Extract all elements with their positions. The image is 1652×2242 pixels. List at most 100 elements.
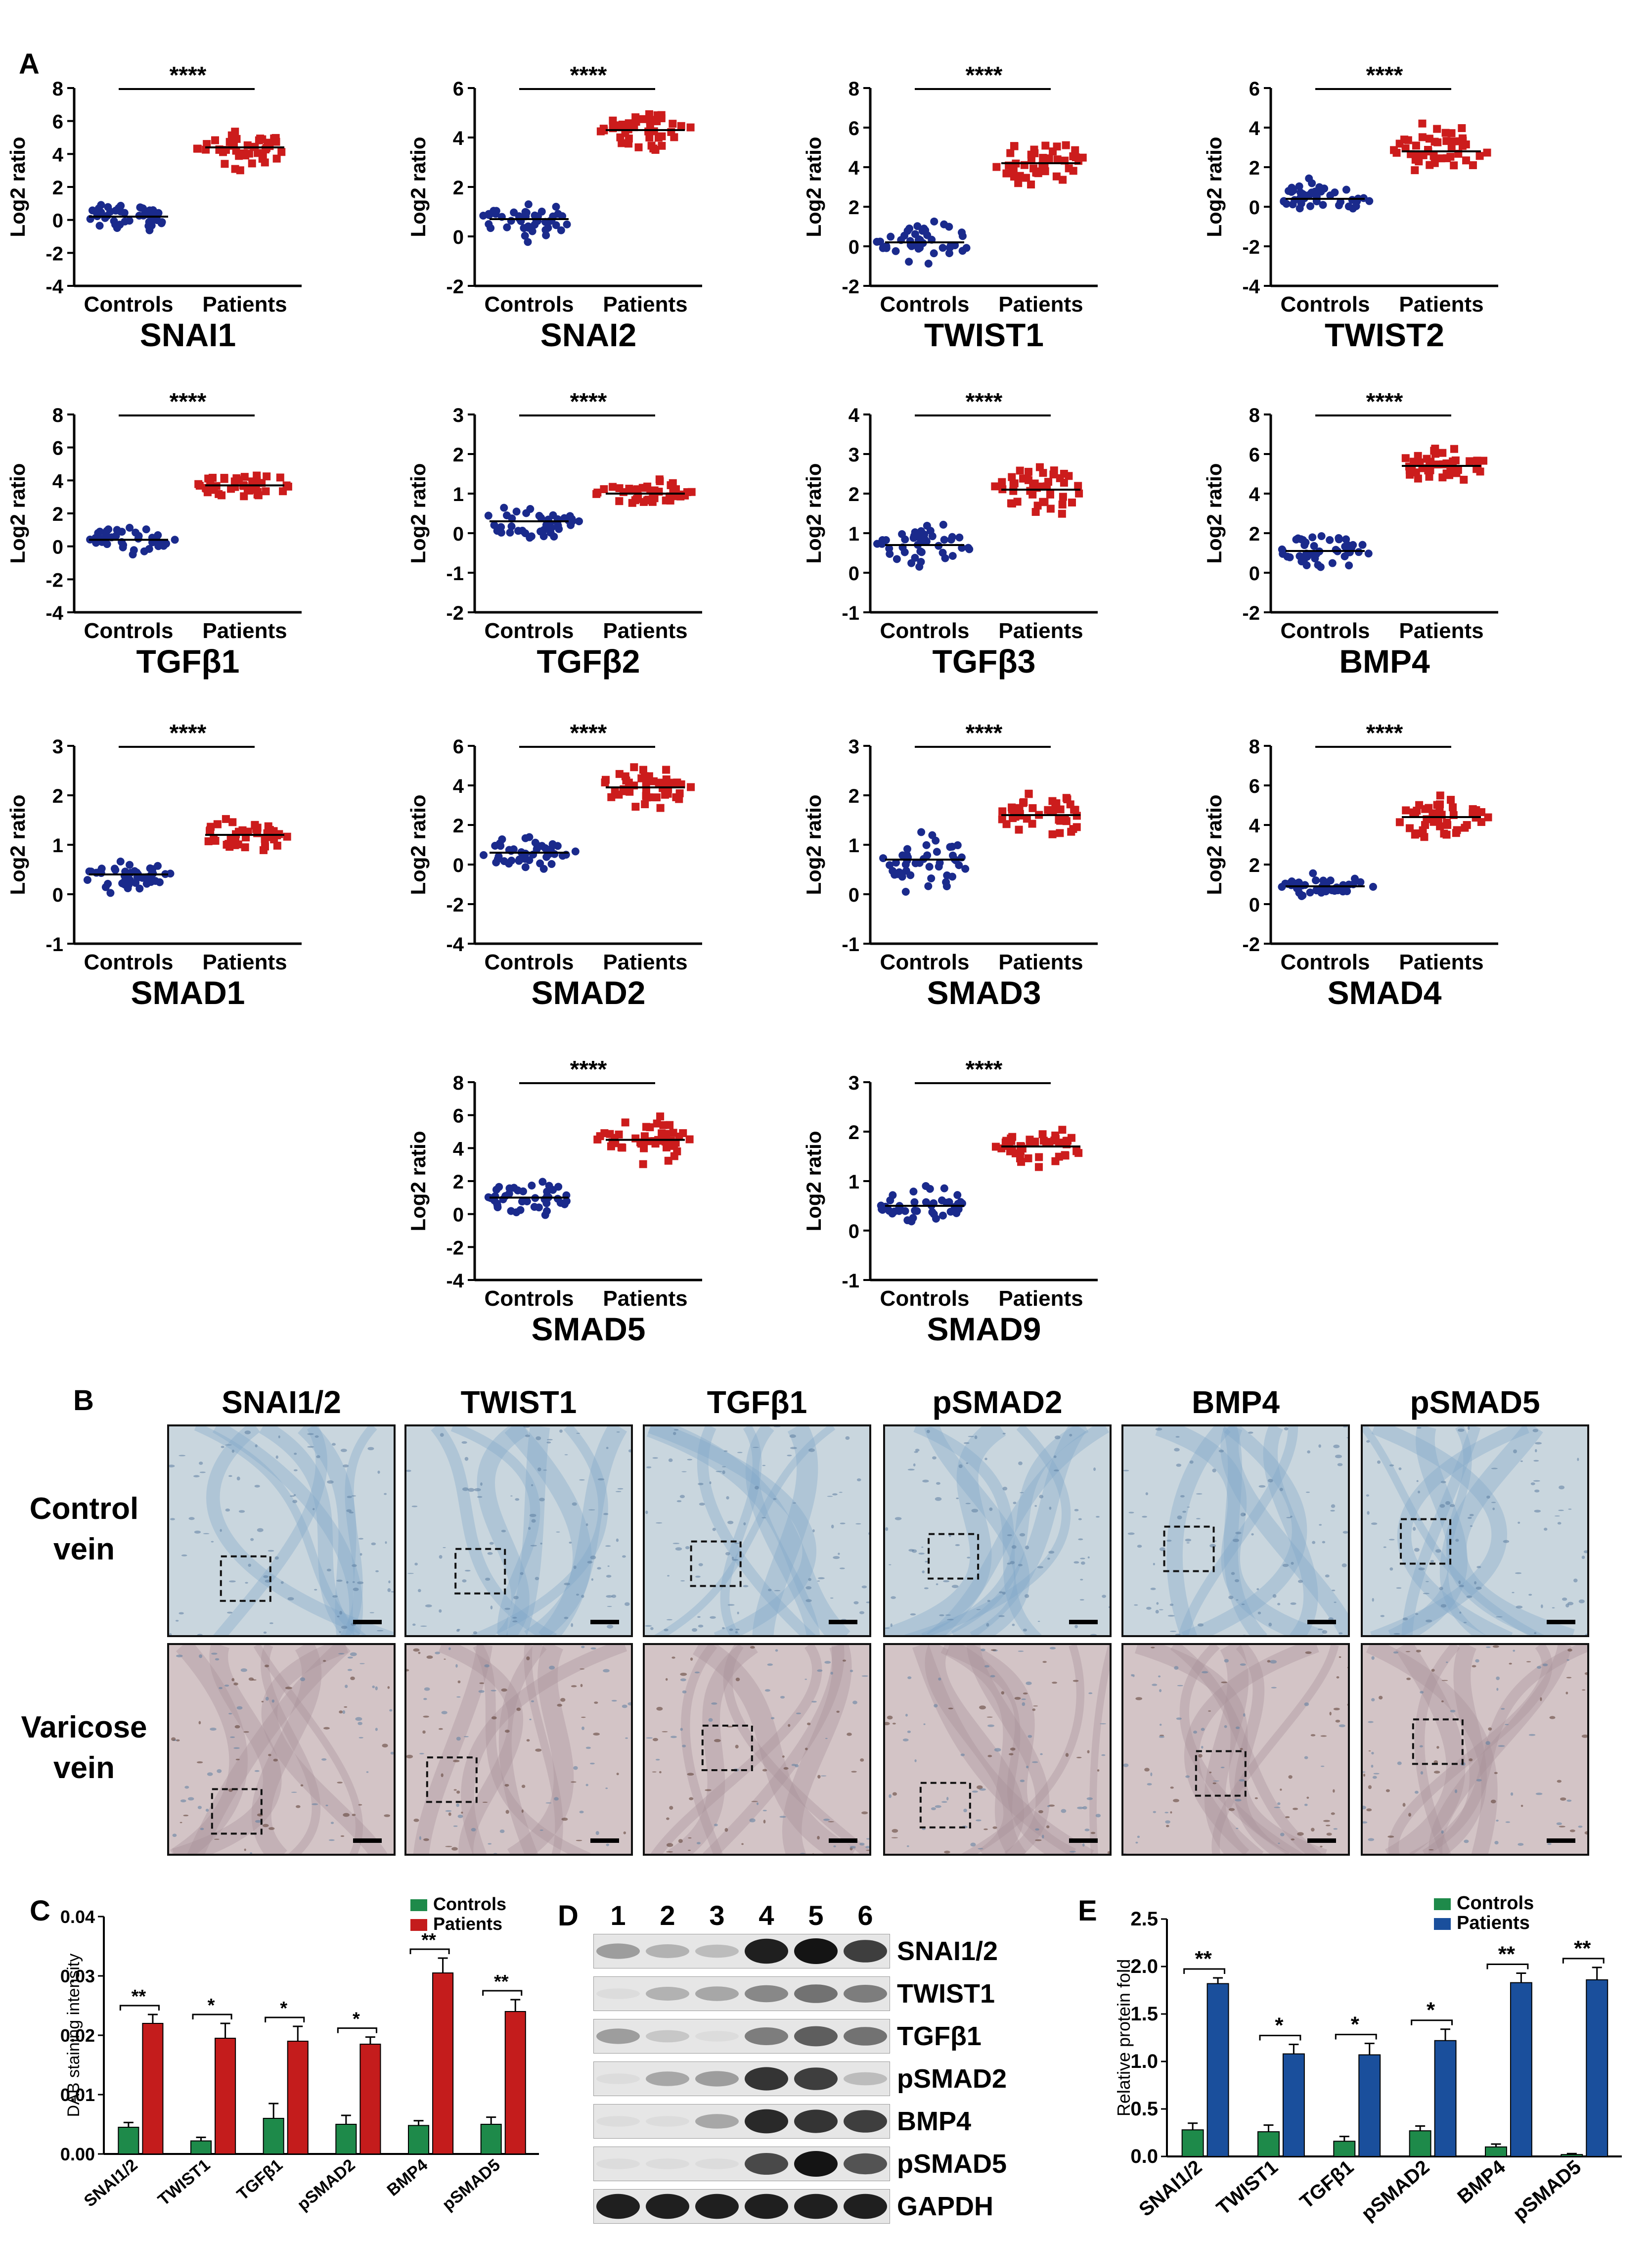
x-label-patients: Patients bbox=[202, 619, 287, 643]
y-tick-label: 3 bbox=[848, 1072, 859, 1094]
control-point bbox=[521, 231, 529, 240]
y-tick-label: -4 bbox=[45, 276, 63, 298]
control-point bbox=[516, 1206, 525, 1214]
scale-bar bbox=[590, 1620, 619, 1624]
patient-point bbox=[195, 482, 204, 490]
y-tick-label: 0 bbox=[453, 227, 464, 248]
blot-band bbox=[844, 2153, 887, 2175]
ihc-column-title: pSMAD5 bbox=[1410, 1384, 1540, 1420]
tissue-texture bbox=[645, 1426, 869, 1635]
x-label-patients: Patients bbox=[1399, 619, 1483, 643]
significance-stars: **** bbox=[170, 720, 207, 746]
gene-title: SMAD2 bbox=[531, 974, 645, 1011]
control-point bbox=[1319, 201, 1327, 209]
y-tick-label: 0.04 bbox=[60, 1907, 95, 1927]
patient-point bbox=[1009, 487, 1018, 495]
patient-point bbox=[1460, 475, 1468, 484]
significance-stars: **** bbox=[966, 720, 1003, 746]
lane-number: 3 bbox=[709, 1900, 725, 1931]
patient-point bbox=[642, 1123, 651, 1131]
patient-point bbox=[1062, 794, 1071, 802]
control-point bbox=[111, 866, 120, 874]
patient-point bbox=[1438, 473, 1447, 482]
control-point bbox=[1358, 541, 1367, 549]
y-tick-label: 3 bbox=[848, 444, 859, 466]
bar-controls bbox=[408, 2125, 430, 2154]
control-point bbox=[1300, 541, 1309, 549]
patient-point bbox=[259, 846, 268, 854]
x-label-controls: Controls bbox=[84, 292, 174, 317]
patient-point bbox=[664, 789, 672, 798]
significance-stars: **** bbox=[170, 62, 207, 89]
y-tick-label: 0 bbox=[453, 523, 464, 545]
control-point bbox=[945, 243, 954, 252]
y-tick-label: -2 bbox=[446, 276, 464, 298]
significance-stars: * bbox=[1427, 1998, 1435, 2022]
gene-title: TWIST2 bbox=[1325, 317, 1444, 353]
legend-label: Controls bbox=[433, 1894, 506, 1914]
ihc-row-label: Control vein bbox=[29, 1492, 139, 1566]
control-point bbox=[901, 535, 909, 544]
control-point bbox=[88, 206, 96, 215]
x-label-controls: Controls bbox=[84, 950, 174, 974]
blot-band bbox=[794, 2067, 838, 2090]
bar-controls bbox=[118, 2127, 139, 2154]
patient-point bbox=[1430, 137, 1439, 146]
patient-point bbox=[1469, 805, 1477, 813]
significance-bracket bbox=[1259, 2034, 1301, 2041]
blot-band bbox=[596, 2116, 640, 2127]
y-tick-label: 2 bbox=[848, 1122, 859, 1144]
control-point bbox=[910, 1198, 919, 1206]
control-point bbox=[558, 212, 567, 220]
patient-point bbox=[1445, 471, 1454, 479]
y-tick-label: -2 bbox=[842, 276, 859, 298]
y-tick-label: 2 bbox=[52, 785, 63, 807]
patient-point bbox=[193, 144, 202, 153]
patient-point bbox=[1049, 147, 1057, 156]
inset-box bbox=[426, 1756, 478, 1803]
patient-point bbox=[632, 495, 641, 503]
patient-point bbox=[1035, 482, 1043, 491]
patient-point bbox=[1412, 829, 1421, 837]
control-point bbox=[542, 853, 551, 861]
patient-point bbox=[625, 119, 633, 128]
patient-point bbox=[1473, 457, 1481, 465]
control-point bbox=[911, 1206, 919, 1215]
patient-point bbox=[1058, 501, 1067, 509]
control-point bbox=[543, 1188, 551, 1196]
control-point bbox=[500, 503, 508, 512]
patient-point bbox=[221, 160, 229, 168]
control-point bbox=[940, 220, 948, 229]
ihc-micrograph bbox=[1121, 1643, 1350, 1856]
control-point bbox=[917, 557, 925, 566]
control-point bbox=[956, 1198, 965, 1206]
y-tick-label: -4 bbox=[45, 602, 63, 624]
patient-point bbox=[1458, 124, 1466, 133]
bar-patients bbox=[1206, 1983, 1229, 2157]
panel-e-bar-chart: 2.5 2.0 1.5 1.0 0.5 0.0 Relative protein fold *… bbox=[1114, 1893, 1622, 2225]
patient-point bbox=[643, 496, 651, 504]
tissue-texture bbox=[885, 1645, 1110, 1854]
control-point bbox=[916, 547, 925, 555]
scale-bar bbox=[353, 1620, 382, 1624]
control-point bbox=[490, 521, 498, 529]
y-tick-label: -2 bbox=[45, 243, 63, 265]
control-point bbox=[1352, 202, 1360, 210]
control-point bbox=[541, 1211, 549, 1219]
control-point bbox=[134, 532, 143, 540]
patient-point bbox=[1395, 139, 1404, 148]
significance-stars: * bbox=[1351, 2013, 1360, 2037]
control-point bbox=[575, 517, 583, 525]
y-tick-label: 1 bbox=[848, 523, 859, 545]
scale-bar bbox=[1069, 1838, 1098, 1843]
patient-point bbox=[645, 110, 654, 118]
blot-band bbox=[794, 1938, 838, 1964]
patient-point bbox=[625, 485, 633, 493]
patient-point bbox=[1418, 133, 1427, 141]
control-point bbox=[953, 1191, 962, 1199]
inset-box bbox=[211, 1788, 263, 1835]
patient-point bbox=[241, 843, 249, 852]
bar-patients bbox=[142, 2023, 164, 2154]
control-point bbox=[893, 555, 901, 563]
